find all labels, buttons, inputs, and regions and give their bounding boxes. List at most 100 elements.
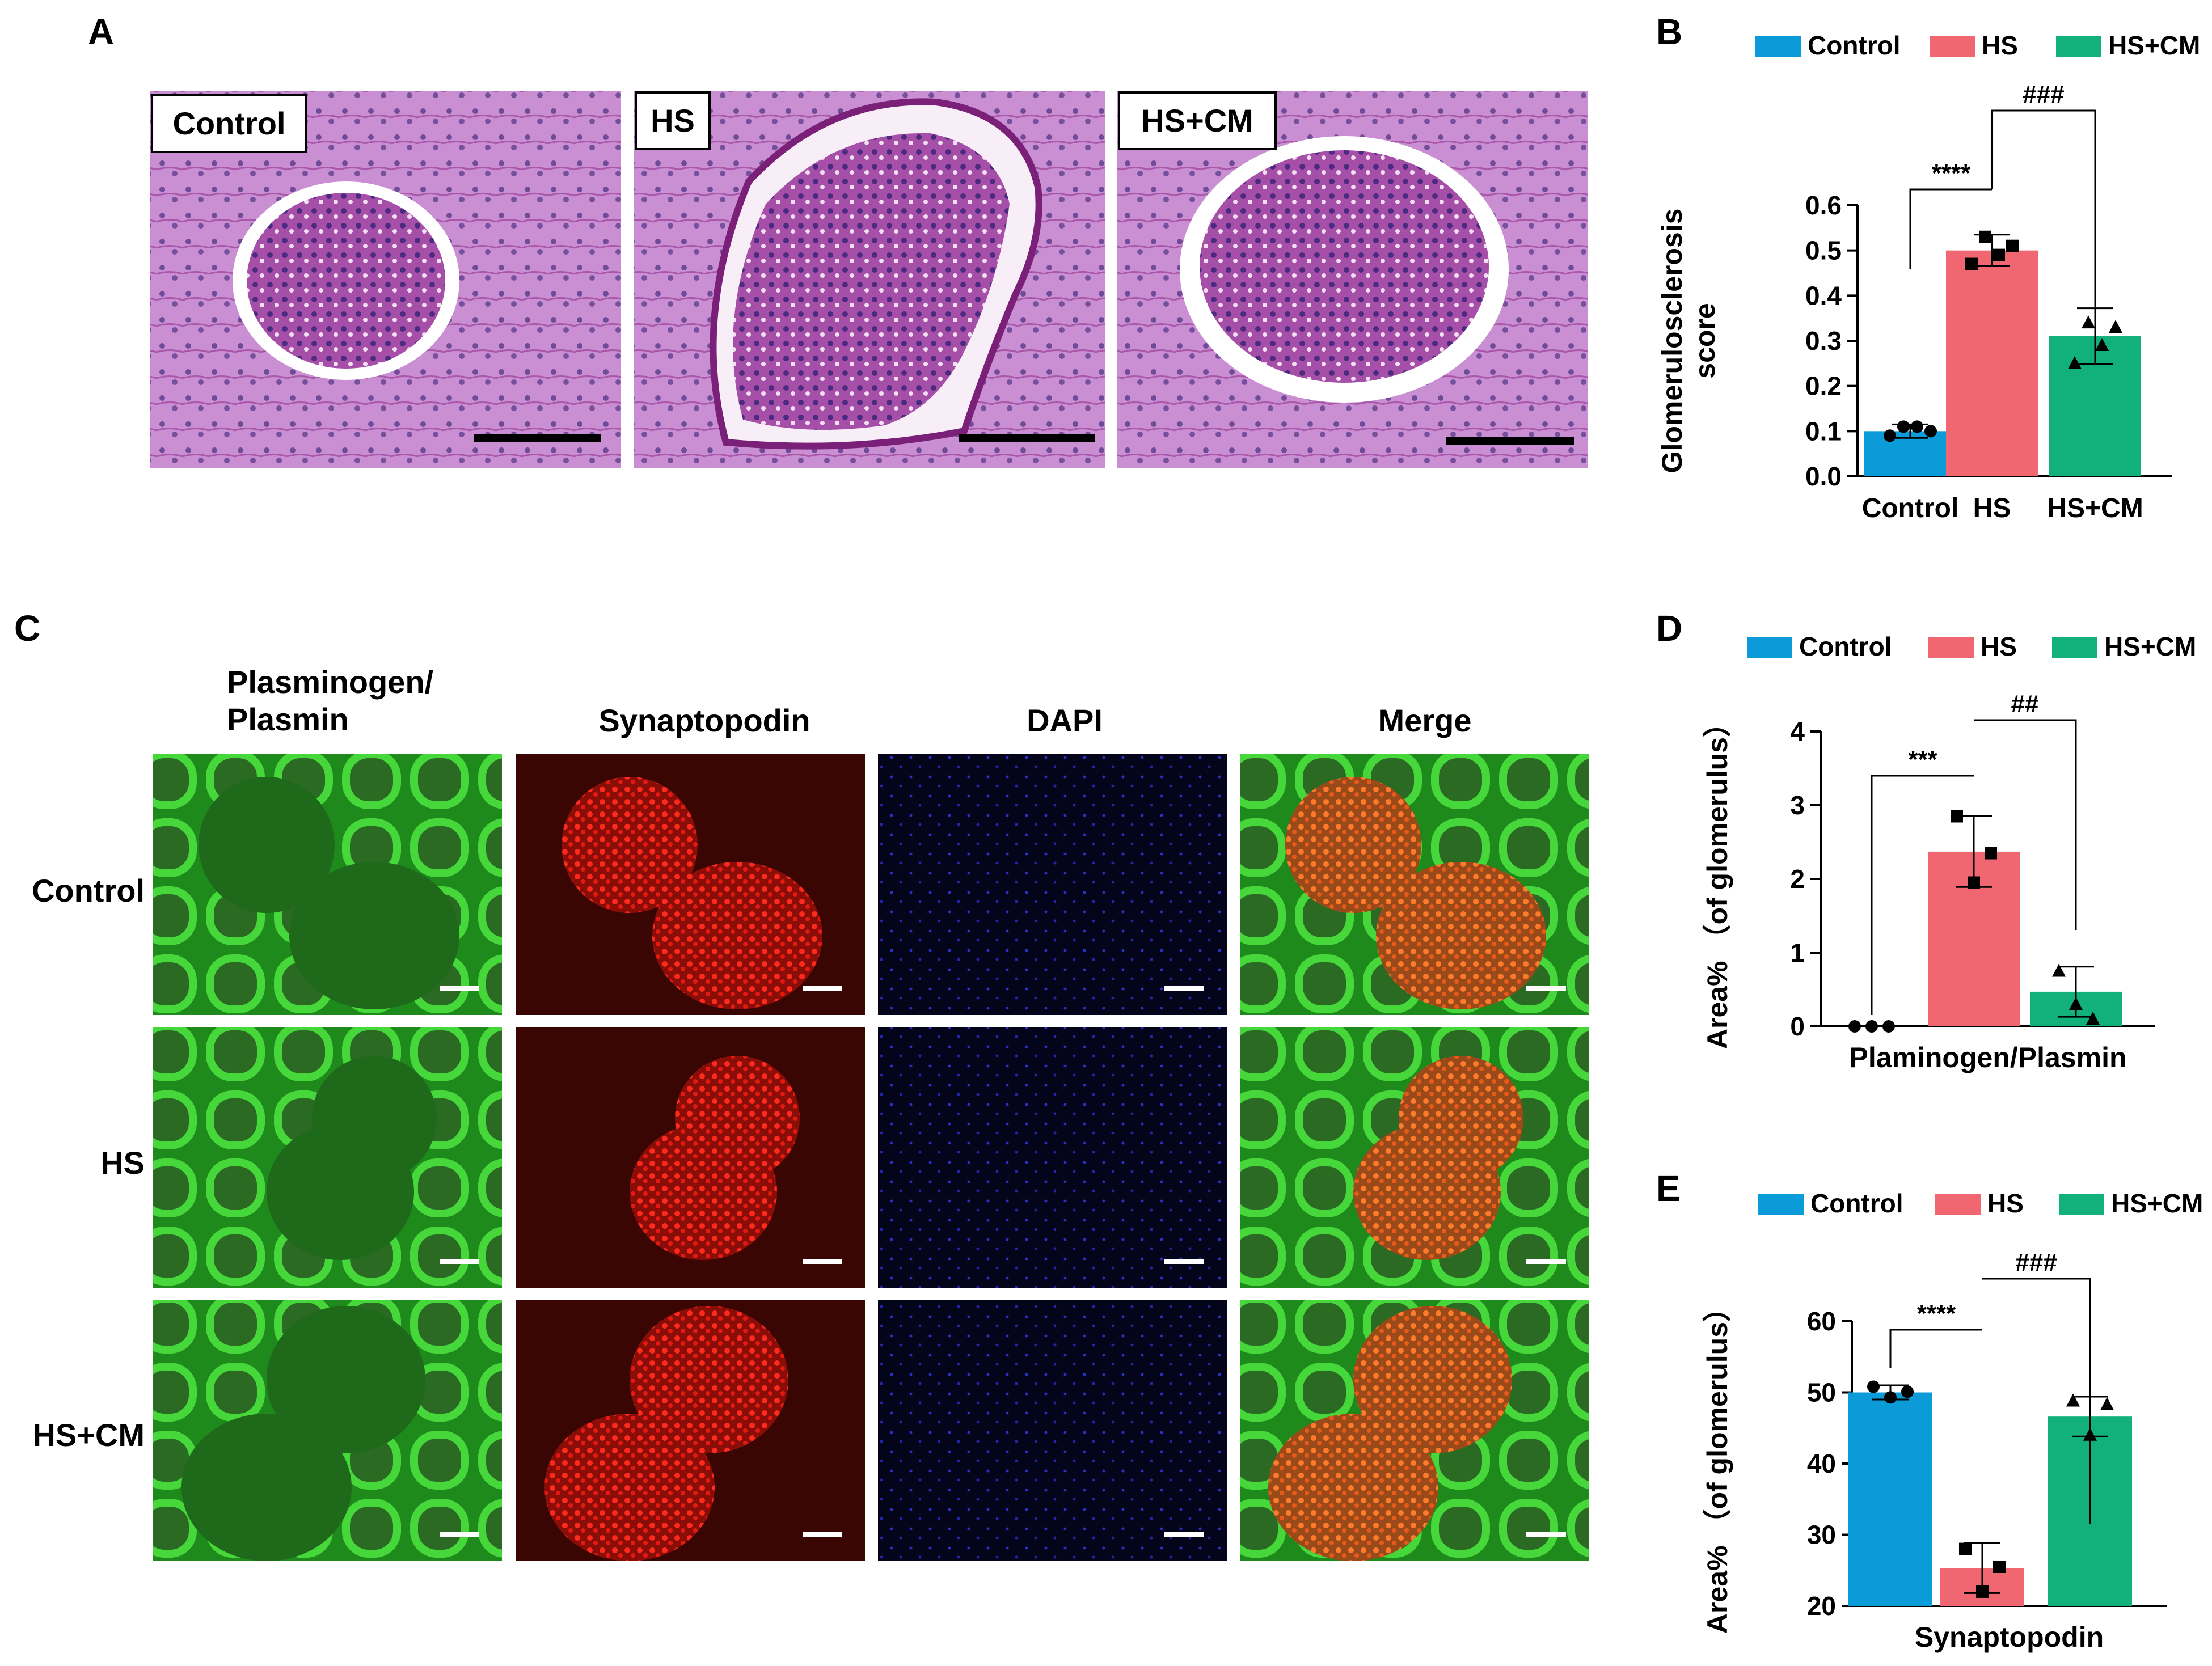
y-tick-label: 50 <box>1807 1378 1836 1407</box>
data-point <box>2095 337 2109 351</box>
glomerulus-region <box>1376 862 1546 1009</box>
legend-label: HS <box>1987 1189 2024 1218</box>
glomerulus-region <box>267 1306 425 1453</box>
legend-label: HS+CM <box>2111 1189 2203 1218</box>
scale-bar <box>440 1259 479 1264</box>
significance-bracket <box>1974 719 2077 930</box>
data-point <box>2069 997 2083 1010</box>
row-label-control: Control <box>32 873 145 908</box>
panel-letter-d: D <box>1656 608 1682 649</box>
glomerulus-region <box>652 862 822 1009</box>
glomerulus-region <box>1353 1306 1512 1453</box>
data-point <box>2086 1012 2100 1025</box>
chart-b: Control HS HS+CM 0.0 0.1 0.2 0.3 0.4 0.5 0.6 Glome… <box>1656 31 2200 523</box>
y-axis-label: Area% （of glomerulus） <box>1702 1293 1733 1634</box>
data-point <box>1979 230 1991 243</box>
data-point <box>1865 1020 1878 1033</box>
fluorescence-image-plasminogen <box>153 1027 502 1288</box>
data-point <box>2052 963 2066 977</box>
legend-swatch <box>1935 1194 1981 1215</box>
panel-a-micrographs: Control HS HS+CM <box>150 91 1588 468</box>
significance-label: *** <box>1908 746 1937 773</box>
significance-label: ## <box>2011 690 2039 718</box>
pas-image-hs: HS <box>634 91 1105 468</box>
panel-letter-c: C <box>14 608 40 649</box>
scale-bar <box>1164 1259 1204 1264</box>
legend-swatch <box>1928 637 1974 658</box>
y-tick-label: 0 <box>1790 1012 1805 1041</box>
fluorescence-image-merge <box>1240 1027 1589 1288</box>
legend-label: HS+CM <box>2104 632 2196 661</box>
pas-image-hscm: HS+CM <box>1117 91 1588 468</box>
significance-bracket <box>1889 1329 1982 1368</box>
y-tick-label: 60 <box>1807 1306 1836 1336</box>
dapi-tile-bg <box>878 754 1227 1015</box>
column-header-synaptopodin: Synaptopodin <box>598 703 810 738</box>
image-label-control: Control <box>172 105 285 141</box>
column-header-merge: Merge <box>1378 703 1472 738</box>
row-label-hscm: HS+CM <box>32 1417 145 1453</box>
legend-label: Control <box>1799 632 1892 661</box>
glomerulus-region <box>1268 1414 1438 1561</box>
significance-bracket <box>1982 1278 2091 1524</box>
fluorescence-image-plasminogen <box>153 1300 502 1561</box>
legend-swatch <box>1747 637 1792 658</box>
data-point <box>1882 1020 1895 1033</box>
y-tick-label: 0.0 <box>1805 462 1842 491</box>
column-header-plasminogen-line2: Plasmin <box>227 701 349 737</box>
x-tick-label: HS+CM <box>2047 493 2143 523</box>
bar-hs <box>1946 250 2038 476</box>
glomerulus-region <box>1353 1124 1501 1260</box>
data-point <box>1959 1542 1972 1555</box>
data-point <box>1985 847 1997 860</box>
y-axis-label: Area% （of glomerulus） <box>1702 709 1733 1049</box>
bar-control <box>1848 1392 1932 1606</box>
y-axis-label: score <box>1689 303 1721 378</box>
data-point <box>2100 1397 2114 1410</box>
data-point <box>2006 239 2019 252</box>
y-tick-label: 4 <box>1790 717 1805 746</box>
fluorescence-image-plasminogen <box>153 754 502 1015</box>
y-tick-label: 0.1 <box>1805 416 1842 446</box>
data-point <box>1848 1020 1861 1033</box>
y-tick-label: 3 <box>1790 790 1805 820</box>
fluorescence-image-synaptopodin <box>516 1027 865 1288</box>
legend-label: Control <box>1808 31 1901 60</box>
scale-bar <box>440 1532 479 1537</box>
scale-bar <box>803 1259 842 1264</box>
data-point <box>2066 1393 2080 1407</box>
y-tick-label: 30 <box>1807 1520 1836 1550</box>
scale-bar <box>1164 986 1204 991</box>
legend-swatch <box>2052 637 2097 658</box>
legend-label: HS <box>1981 632 2017 661</box>
data-point <box>1965 257 1978 270</box>
y-axis-label: Glomerulosclerosis <box>1656 209 1688 473</box>
glomerulus-region <box>199 777 335 913</box>
row-label-hs: HS <box>100 1145 145 1181</box>
panel-letter-a: A <box>88 11 114 52</box>
scale-bar <box>1526 1532 1566 1537</box>
data-point <box>1901 1385 1914 1398</box>
significance-label: **** <box>1932 159 1971 187</box>
data-point <box>1924 425 1937 438</box>
significance-label: ### <box>2023 81 2064 108</box>
data-point <box>1993 1560 2006 1573</box>
data-point <box>1867 1380 1880 1393</box>
fluorescence-image-dapi <box>878 754 1227 1015</box>
column-header-plasminogen-line1: Plasminogen/ <box>227 664 434 700</box>
data-point <box>1993 248 2005 261</box>
fluorescence-image-dapi <box>878 1027 1227 1288</box>
x-tick-label: Control <box>1862 493 1959 523</box>
data-point <box>1911 420 1923 433</box>
dapi-tile-bg <box>878 1027 1227 1288</box>
fluorescence-image-dapi <box>878 1300 1227 1561</box>
significance-bracket <box>1991 109 2096 307</box>
data-point <box>1968 876 1980 889</box>
glomerulus-region <box>562 777 698 913</box>
panel-letter-b: B <box>1656 11 1682 52</box>
glomerulus-region <box>1285 777 1421 913</box>
glomerulus-region <box>630 1124 777 1260</box>
data-point <box>2068 356 2082 369</box>
panel-c-fluorescence-grid <box>153 754 1589 1561</box>
data-point <box>1884 1391 1897 1404</box>
